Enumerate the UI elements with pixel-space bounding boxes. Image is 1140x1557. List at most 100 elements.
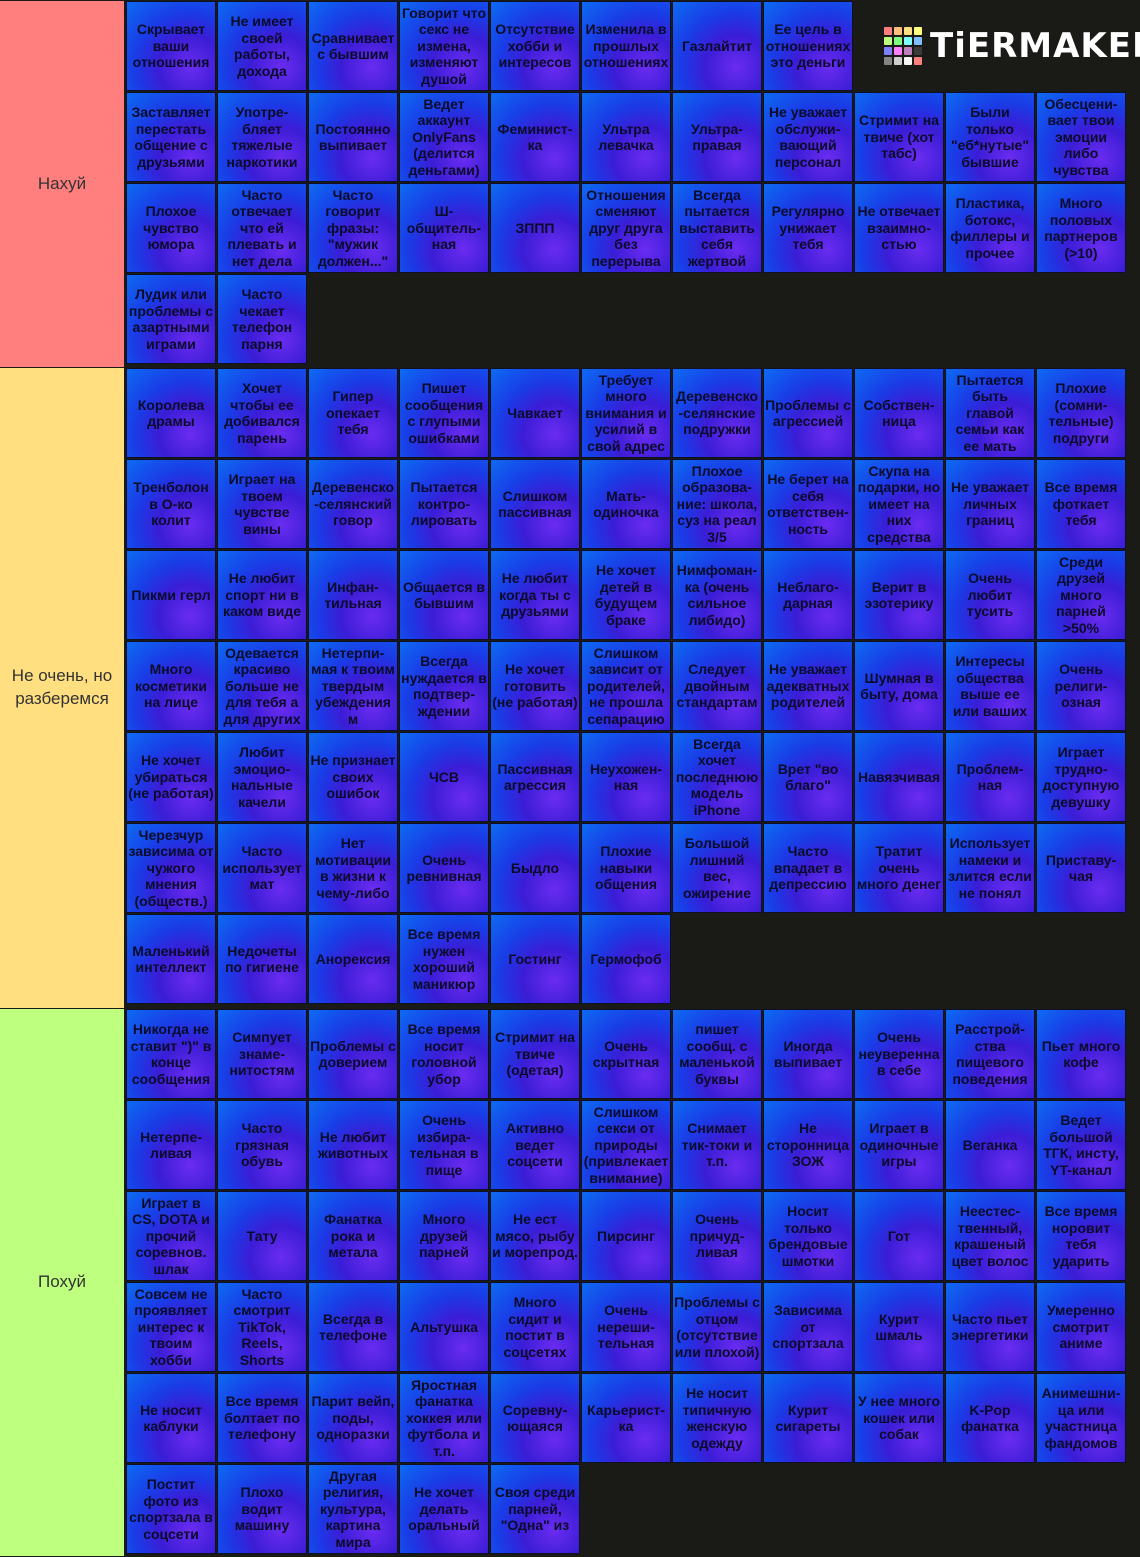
tier-item[interactable]: Альтушка (399, 1282, 489, 1372)
tier-item[interactable]: Много половых партнеров (>10) (1036, 183, 1126, 273)
tier-item[interactable]: Верит в эзотерику (854, 550, 944, 640)
tier-item[interactable]: Все время болтает по телефону (217, 1373, 307, 1463)
tier-item[interactable]: Большой лишний вес, ожирение (672, 823, 762, 913)
tier-item[interactable]: Навязчивая (854, 732, 944, 822)
tier-item[interactable]: Все время носит головной убор (399, 1009, 489, 1099)
tier-item[interactable]: Не сторонница ЗОЖ (763, 1100, 853, 1190)
tier-item[interactable]: Неухожен-ная (581, 732, 671, 822)
tier-item[interactable]: Очень скрытная (581, 1009, 671, 1099)
tier-item[interactable]: Инфан-тильная (308, 550, 398, 640)
tier-item[interactable]: Играет в одиночные игры (854, 1100, 944, 1190)
tier-item[interactable]: Своя среди парней, "Одна" из (490, 1464, 580, 1554)
tier-item[interactable]: Стримит на твиче (одетая) (490, 1009, 580, 1099)
tier-item[interactable]: Не носит каблуки (126, 1373, 216, 1463)
tier-item[interactable]: Проблемы с доверием (308, 1009, 398, 1099)
tier-item[interactable]: Ведет большой ТГК, инсту, YT-канал (1036, 1100, 1126, 1190)
tier-item[interactable]: Недочеты по гигиене (217, 914, 307, 1004)
tier-item[interactable]: Ш-общитель-ная (399, 183, 489, 273)
tier-item[interactable]: Пьет много кофе (1036, 1009, 1126, 1099)
tier-item[interactable]: Гермофоб (581, 914, 671, 1004)
tier-item[interactable]: Не хочет готовить (не работая) (490, 641, 580, 731)
tier-item[interactable]: Собствен-ница (854, 368, 944, 458)
tier-item[interactable]: Нетерпе-ливая (126, 1100, 216, 1190)
tier-item[interactable]: Тратит очень много денег (854, 823, 944, 913)
tier-item[interactable]: Яростная фанатка хоккея или футбола и т.… (399, 1373, 489, 1463)
tier-item[interactable]: Сравнивает с бывшим (308, 1, 398, 91)
tier-item[interactable]: Не любит когда ты с друзьями (490, 550, 580, 640)
tier-item[interactable]: Много сидит и постит в соцсетях (490, 1282, 580, 1372)
tier-item[interactable]: Карьерист-ка (581, 1373, 671, 1463)
tier-item[interactable]: Снимает тик-токи и т.п. (672, 1100, 762, 1190)
tier-item[interactable]: ЧСВ (399, 732, 489, 822)
tier-item[interactable]: Неестес-твенный, крашеный цвет волос (945, 1191, 1035, 1281)
tier-item[interactable]: Гостинг (490, 914, 580, 1004)
tier-item[interactable]: Расстрой-ства пищевого поведения (945, 1009, 1035, 1099)
tier-item[interactable]: Среди друзей много парней >50% (1036, 550, 1126, 640)
tier-item[interactable]: Не имеет своей работы, дохода (217, 1, 307, 91)
tier-item[interactable]: Очень нереши-тельная (581, 1282, 671, 1372)
tier-item[interactable]: Употре-бляет тяжелые наркотики (217, 92, 307, 182)
tier-item[interactable]: Пассивная агрессия (490, 732, 580, 822)
tier-item[interactable]: Заставляет перестать общение с друзьями (126, 92, 216, 182)
tier-item[interactable]: Ультра левачка (581, 92, 671, 182)
tier-item[interactable]: Часто отвечает что ей плевать и нет дела (217, 183, 307, 273)
tier-item[interactable]: Часто впадает в депрессию (763, 823, 853, 913)
tier-item[interactable]: Зависима от спортзала (763, 1282, 853, 1372)
tier-item[interactable]: Неблаго-дарная (763, 550, 853, 640)
tier-item[interactable]: Не носит типичную женскую одежду (672, 1373, 762, 1463)
tier-item[interactable]: Маленький интеллект (126, 914, 216, 1004)
tier-item[interactable]: Ее цель в отношениях это деньги (763, 1, 853, 91)
tier-item[interactable]: Играет трудно-доступную девушку (1036, 732, 1126, 822)
tier-item[interactable]: Пытается контро-лировать (399, 459, 489, 549)
tier-item[interactable]: Были только "еб*нутые" бывшие (945, 92, 1035, 182)
tier-item[interactable]: Очень религи-озная (1036, 641, 1126, 731)
tier-item[interactable]: Не уважает адекватных родителей (763, 641, 853, 731)
tier-item[interactable]: Шумная в быту, дома (854, 641, 944, 731)
tier-item[interactable]: Активно ведет соцсети (490, 1100, 580, 1190)
tier-item[interactable]: Слишком зависит от родителей, не прошла … (581, 641, 671, 731)
tier-item[interactable]: Чавкает (490, 368, 580, 458)
tier-item[interactable]: Не хочет детей в будущем браке (581, 550, 671, 640)
tier-item[interactable]: Обесцени-вает твои эмоции либо чувства (1036, 92, 1126, 182)
tier-item[interactable]: Много косметики на лице (126, 641, 216, 731)
tier-item[interactable]: Анимешни-ца или участница фандомов (1036, 1373, 1126, 1463)
tier-item[interactable]: Плохие навыки общения (581, 823, 671, 913)
tier-item[interactable]: Быдло (490, 823, 580, 913)
tier-item[interactable]: Не уважает обслужи-вающий персонал (763, 92, 853, 182)
tier-item[interactable]: Парит вейп, поды, одноразки (308, 1373, 398, 1463)
tier-item[interactable]: Одевается красиво больше не для тебя а д… (217, 641, 307, 731)
tier-item[interactable]: Все время нужен хороший маникюр (399, 914, 489, 1004)
tier-item[interactable]: Часто пьет энергетики (945, 1282, 1035, 1372)
tier-item[interactable]: Феминист-ка (490, 92, 580, 182)
tier-item[interactable]: Черезчур зависима от чужого мнения (обще… (126, 823, 216, 913)
tier-item[interactable]: Королева драмы (126, 368, 216, 458)
tier-item[interactable]: Пикми герл (126, 550, 216, 640)
tier-item[interactable]: Скупа на подарки, но имеет на них средст… (854, 459, 944, 549)
tier-item[interactable]: Плохое чувство юмора (126, 183, 216, 273)
tier-item[interactable]: Деревенско-селянские подружки (672, 368, 762, 458)
tier-item[interactable]: K-Pop фанатка (945, 1373, 1035, 1463)
tier-item[interactable]: Постит фото из спортзала в соцсети (126, 1464, 216, 1554)
tier-item[interactable]: Отсутствие хобби и интересов (490, 1, 580, 91)
tier-item[interactable]: Много друзей парней (399, 1191, 489, 1281)
tier-item[interactable]: Носит только брендовые шмотки (763, 1191, 853, 1281)
tier-item[interactable]: Гипер опекает тебя (308, 368, 398, 458)
tier-item[interactable]: Другая религия, культура, картина мира (308, 1464, 398, 1554)
tier-item[interactable]: Играет в CS, DOTA и прочий соревнов. шла… (126, 1191, 216, 1281)
tier-item[interactable]: Не уважает личных границ (945, 459, 1035, 549)
tier-item[interactable]: Врет "во благо" (763, 732, 853, 822)
tier-item[interactable]: ЗППП (490, 183, 580, 273)
tier-item[interactable]: Нет мотивации в жизни к чему-либо (308, 823, 398, 913)
tier-item[interactable]: Фанатка рока и метала (308, 1191, 398, 1281)
tier-item[interactable]: Пирсинг (581, 1191, 671, 1281)
tier-item[interactable]: Нимфоман-ка (очень сильное либидо) (672, 550, 762, 640)
tier-item[interactable]: Часто смотрит TikTok, Reels, Shorts (217, 1282, 307, 1372)
tier-item[interactable]: Часто грязная обувь (217, 1100, 307, 1190)
tier-item[interactable]: Соревну-ющаяся (490, 1373, 580, 1463)
tier-item[interactable]: Нетерпи-мая к твоим твердым убеждениям (308, 641, 398, 731)
tier-item[interactable]: Симпует знаме-нитостям (217, 1009, 307, 1099)
tier-item[interactable]: Не любит спорт ни в каком виде (217, 550, 307, 640)
tier-item[interactable]: Газлайтит (672, 1, 762, 91)
tier-item[interactable]: Умеренно смотрит аниме (1036, 1282, 1126, 1372)
tier-item[interactable]: Играет на твоем чувстве вины (217, 459, 307, 549)
